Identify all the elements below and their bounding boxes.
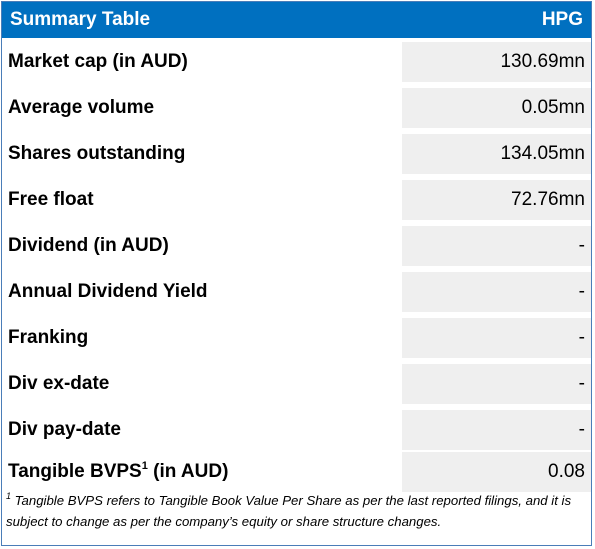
row-label: Annual Dividend Yield — [8, 281, 208, 302]
footnote-marker: 1 — [6, 490, 12, 501]
label-suffix: (in AUD) — [147, 461, 229, 482]
row-label: Div ex-date — [8, 373, 110, 394]
row-label: Average volume — [8, 97, 155, 118]
row-value: - — [578, 235, 585, 256]
table-row-tangible-bvps: Tangible BVPS1 (in AUD) 0.08 — [2, 452, 591, 492]
footnote: 1 Tangible BVPS refers to Tangible Book … — [6, 490, 588, 532]
value-cell: - — [402, 364, 591, 404]
row-label: Free float — [8, 189, 94, 210]
row-value: 72.76mn — [511, 189, 585, 210]
ticker-symbol: HPG — [541, 9, 583, 30]
footnote-text: Tangible BVPS refers to Tangible Book Va… — [6, 493, 572, 529]
value-cell: - — [402, 410, 591, 450]
table-row-div-ex-date: Div ex-date - — [2, 364, 591, 404]
value-cell: 72.76mn — [402, 180, 591, 220]
row-value: - — [578, 373, 585, 394]
table-header: Summary Table HPG — [2, 2, 591, 38]
table-row-div-pay-date: Div pay-date - — [2, 410, 591, 450]
row-value: - — [578, 419, 585, 440]
value-cell: - — [402, 318, 591, 358]
table-row-average-volume: Average volume 0.05mn — [2, 88, 591, 128]
row-label: Franking — [8, 327, 89, 348]
value-cell: 134.05mn — [402, 134, 591, 174]
row-label: Market cap (in AUD) — [8, 51, 188, 72]
row-label: Tangible BVPS1 (in AUD) — [8, 452, 228, 492]
table-row-dividend: Dividend (in AUD) - — [2, 226, 591, 266]
value-cell: 0.05mn — [402, 88, 591, 128]
row-value: 0.08 — [548, 461, 585, 482]
table-row-free-float: Free float 72.76mn — [2, 180, 591, 220]
value-cell: - — [402, 272, 591, 312]
value-cell: 0.08 — [402, 452, 591, 492]
table-row-annual-dividend-yield: Annual Dividend Yield - — [2, 272, 591, 312]
footnote-marker: 1 — [141, 459, 148, 472]
row-label: Shares outstanding — [8, 143, 186, 164]
row-value: - — [578, 281, 585, 302]
table-row-franking: Franking - — [2, 318, 591, 358]
label-prefix: Tangible BVPS — [8, 461, 142, 482]
row-value: - — [578, 327, 585, 348]
value-cell: 130.69mn — [402, 42, 591, 82]
table-title: Summary Table — [10, 9, 151, 30]
row-value: 134.05mn — [500, 143, 585, 164]
row-value: 0.05mn — [521, 97, 585, 118]
table-row-market-cap: Market cap (in AUD) 130.69mn — [2, 42, 591, 82]
row-value: 130.69mn — [500, 51, 585, 72]
row-label: Dividend (in AUD) — [8, 235, 169, 256]
row-label: Div pay-date — [8, 419, 121, 440]
value-cell: - — [402, 226, 591, 266]
table-row-shares-outstanding: Shares outstanding 134.05mn — [2, 134, 591, 174]
